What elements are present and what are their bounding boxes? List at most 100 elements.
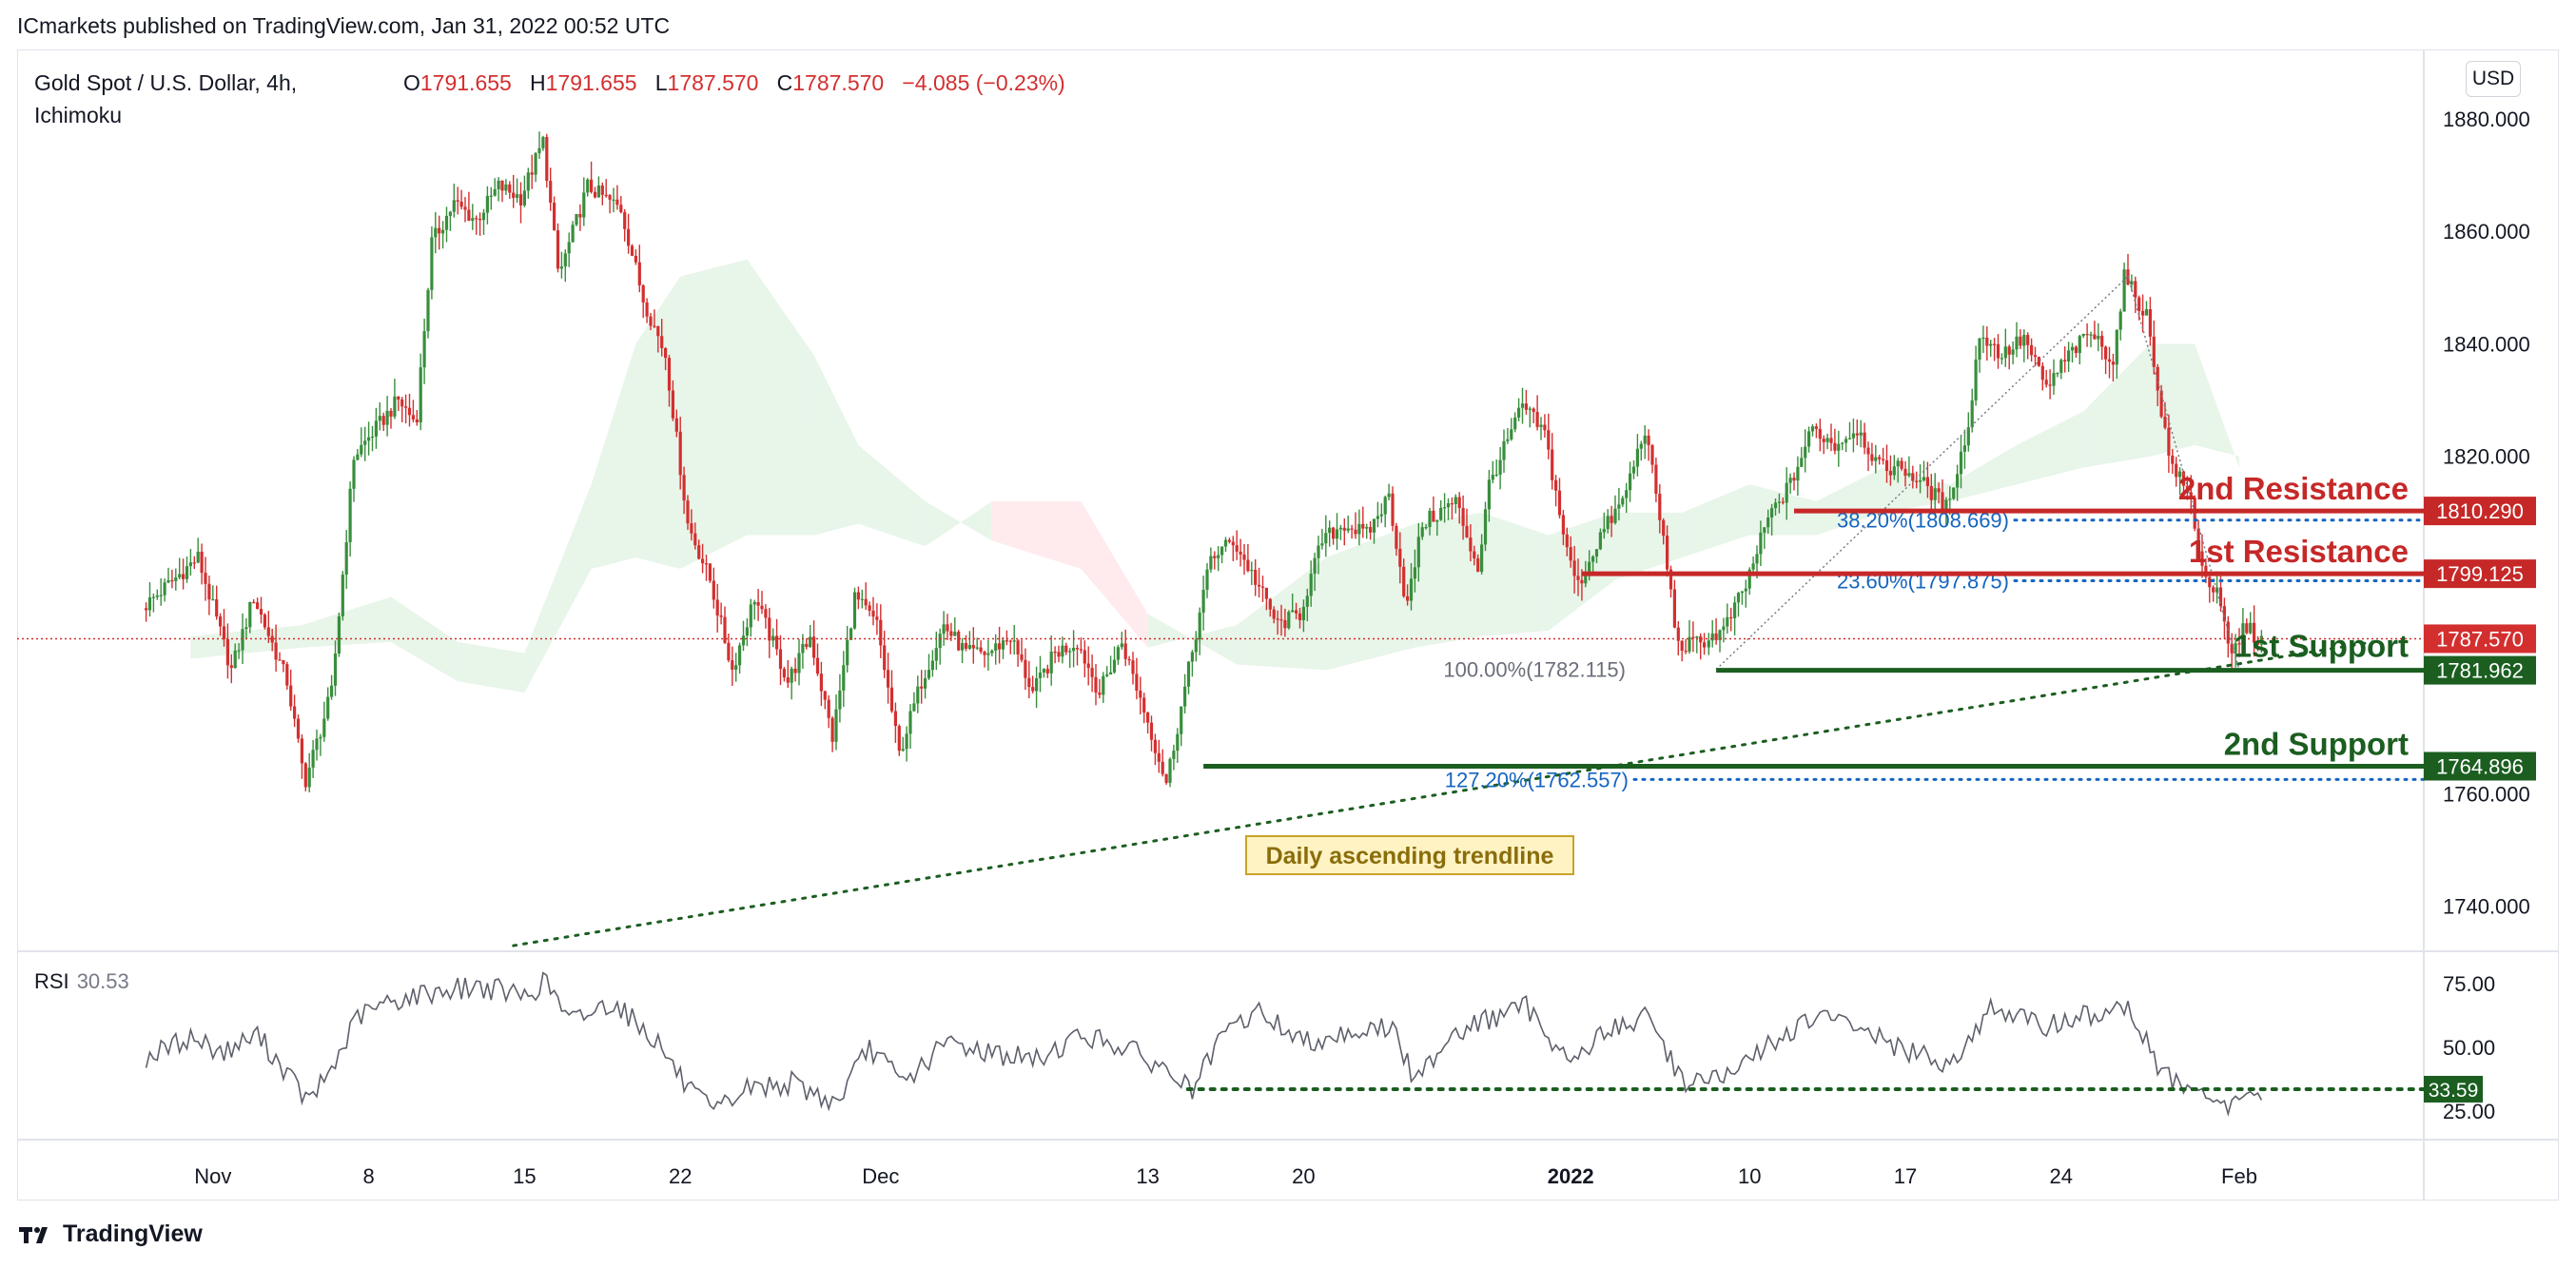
level-price-tag <box>2424 655 2536 685</box>
candle-bull <box>1365 527 1369 529</box>
candle-bear <box>2175 463 2178 478</box>
candle-bear <box>512 192 516 198</box>
candle-bear <box>805 643 809 648</box>
candle-bear <box>671 390 674 419</box>
candle-bull <box>2122 269 2126 312</box>
candle-bull <box>1061 645 1064 657</box>
candle-bull <box>901 749 905 752</box>
rsi-support-tag <box>2424 1075 2483 1103</box>
candle-bull <box>596 185 600 198</box>
candle-bear <box>1476 558 1480 573</box>
ichimoku-cloud <box>190 259 2239 693</box>
candle-bull <box>315 738 319 751</box>
level-price-label: 1764.896 <box>2436 754 2524 778</box>
candle-bull <box>563 253 567 267</box>
candle-bull <box>1487 479 1491 510</box>
candle-bear <box>1866 447 1870 455</box>
last-price-label: 1787.570 <box>2436 627 2524 651</box>
low-label: L <box>654 70 668 95</box>
candle-bear <box>1672 589 1676 628</box>
candle-bull <box>344 541 348 576</box>
candle-bull <box>2115 329 2118 365</box>
rsi-current-value: 30.53 <box>76 969 129 993</box>
candle-bull <box>360 444 363 455</box>
candle-bear <box>404 406 408 408</box>
candle-bear <box>1432 510 1435 522</box>
candle-bear <box>1398 548 1402 567</box>
candle-bear <box>1149 722 1154 740</box>
candle-bull <box>448 211 452 216</box>
candle-bull <box>319 736 322 739</box>
candle-bear <box>1239 551 1242 555</box>
candle-bear <box>2156 366 2159 391</box>
candle-bear <box>2237 643 2241 645</box>
candle-bear <box>508 184 512 193</box>
candle-bull <box>1744 588 1747 592</box>
candle-bull <box>244 627 248 630</box>
candle-bear <box>2048 384 2052 386</box>
candle-bear <box>219 616 223 627</box>
candle-bear <box>641 284 645 303</box>
candle-bear <box>1020 654 1024 660</box>
candle-bear <box>1227 539 1231 542</box>
candle-bull <box>330 685 334 697</box>
candle-bull <box>493 188 497 196</box>
candle-bear <box>1246 559 1250 572</box>
candle-bull <box>147 596 152 611</box>
candle-bear <box>1361 523 1365 529</box>
candle-bull <box>1539 424 1543 427</box>
candle-bear <box>887 670 890 688</box>
cloud-segment <box>1147 614 1238 665</box>
candle-bear <box>200 551 204 574</box>
candle-bear <box>1005 640 1008 642</box>
candle-bull <box>1376 516 1379 519</box>
candle-bull <box>1591 556 1595 562</box>
candle-bull <box>526 172 530 191</box>
candle-bull <box>1755 554 1759 564</box>
candle-bear <box>634 255 637 263</box>
candle-bull <box>1981 337 1985 340</box>
candle-bull <box>1773 502 1778 509</box>
candle-bear <box>549 181 553 204</box>
candle-bull <box>953 632 957 636</box>
candle-bear <box>2107 359 2112 362</box>
candle-bear <box>1535 411 1539 427</box>
candle-bull <box>2015 336 2019 350</box>
trendline-label: Daily ascending trendline <box>1266 843 1554 869</box>
candle-bull <box>797 653 801 674</box>
candle-bull <box>1736 593 1741 603</box>
candle-bear <box>649 316 653 326</box>
rsi-tick-label: 50.00 <box>2443 1036 2495 1060</box>
candle-bull <box>738 645 742 666</box>
currency-button[interactable]: USD <box>2466 61 2521 97</box>
candle-bear <box>920 686 924 689</box>
candle-bull <box>356 454 360 460</box>
candle-bull <box>1613 508 1617 523</box>
candle-bear <box>1658 494 1662 520</box>
candle-bull <box>1747 569 1751 589</box>
candle-bear <box>856 592 860 600</box>
candle-bear <box>397 396 400 400</box>
footer-brand: TradingView <box>63 1220 203 1247</box>
candle-bull <box>489 195 493 197</box>
candle-bull <box>1528 408 1532 410</box>
candle-bear <box>708 563 712 581</box>
candle-bull <box>1517 407 1521 418</box>
tradingview-footer[interactable]: TradingView <box>19 1220 203 1248</box>
level-price-label: 1799.125 <box>2436 562 2524 586</box>
candle-bear <box>701 558 705 564</box>
candle-bear <box>2159 390 2163 418</box>
candle-bear <box>637 262 641 285</box>
candle-bull <box>378 416 381 421</box>
candle-bull <box>352 459 356 489</box>
candle-bull <box>1483 509 1488 545</box>
candle-bull <box>1759 532 1763 555</box>
candle-bull <box>586 179 590 193</box>
candle-bear <box>182 574 185 579</box>
price-tick-label: 1760.000 <box>2443 782 2530 806</box>
cloud-segment <box>591 343 636 569</box>
candle-bear <box>1996 343 2000 359</box>
candle-bear <box>1094 676 1098 693</box>
candle-bull <box>1635 448 1639 467</box>
